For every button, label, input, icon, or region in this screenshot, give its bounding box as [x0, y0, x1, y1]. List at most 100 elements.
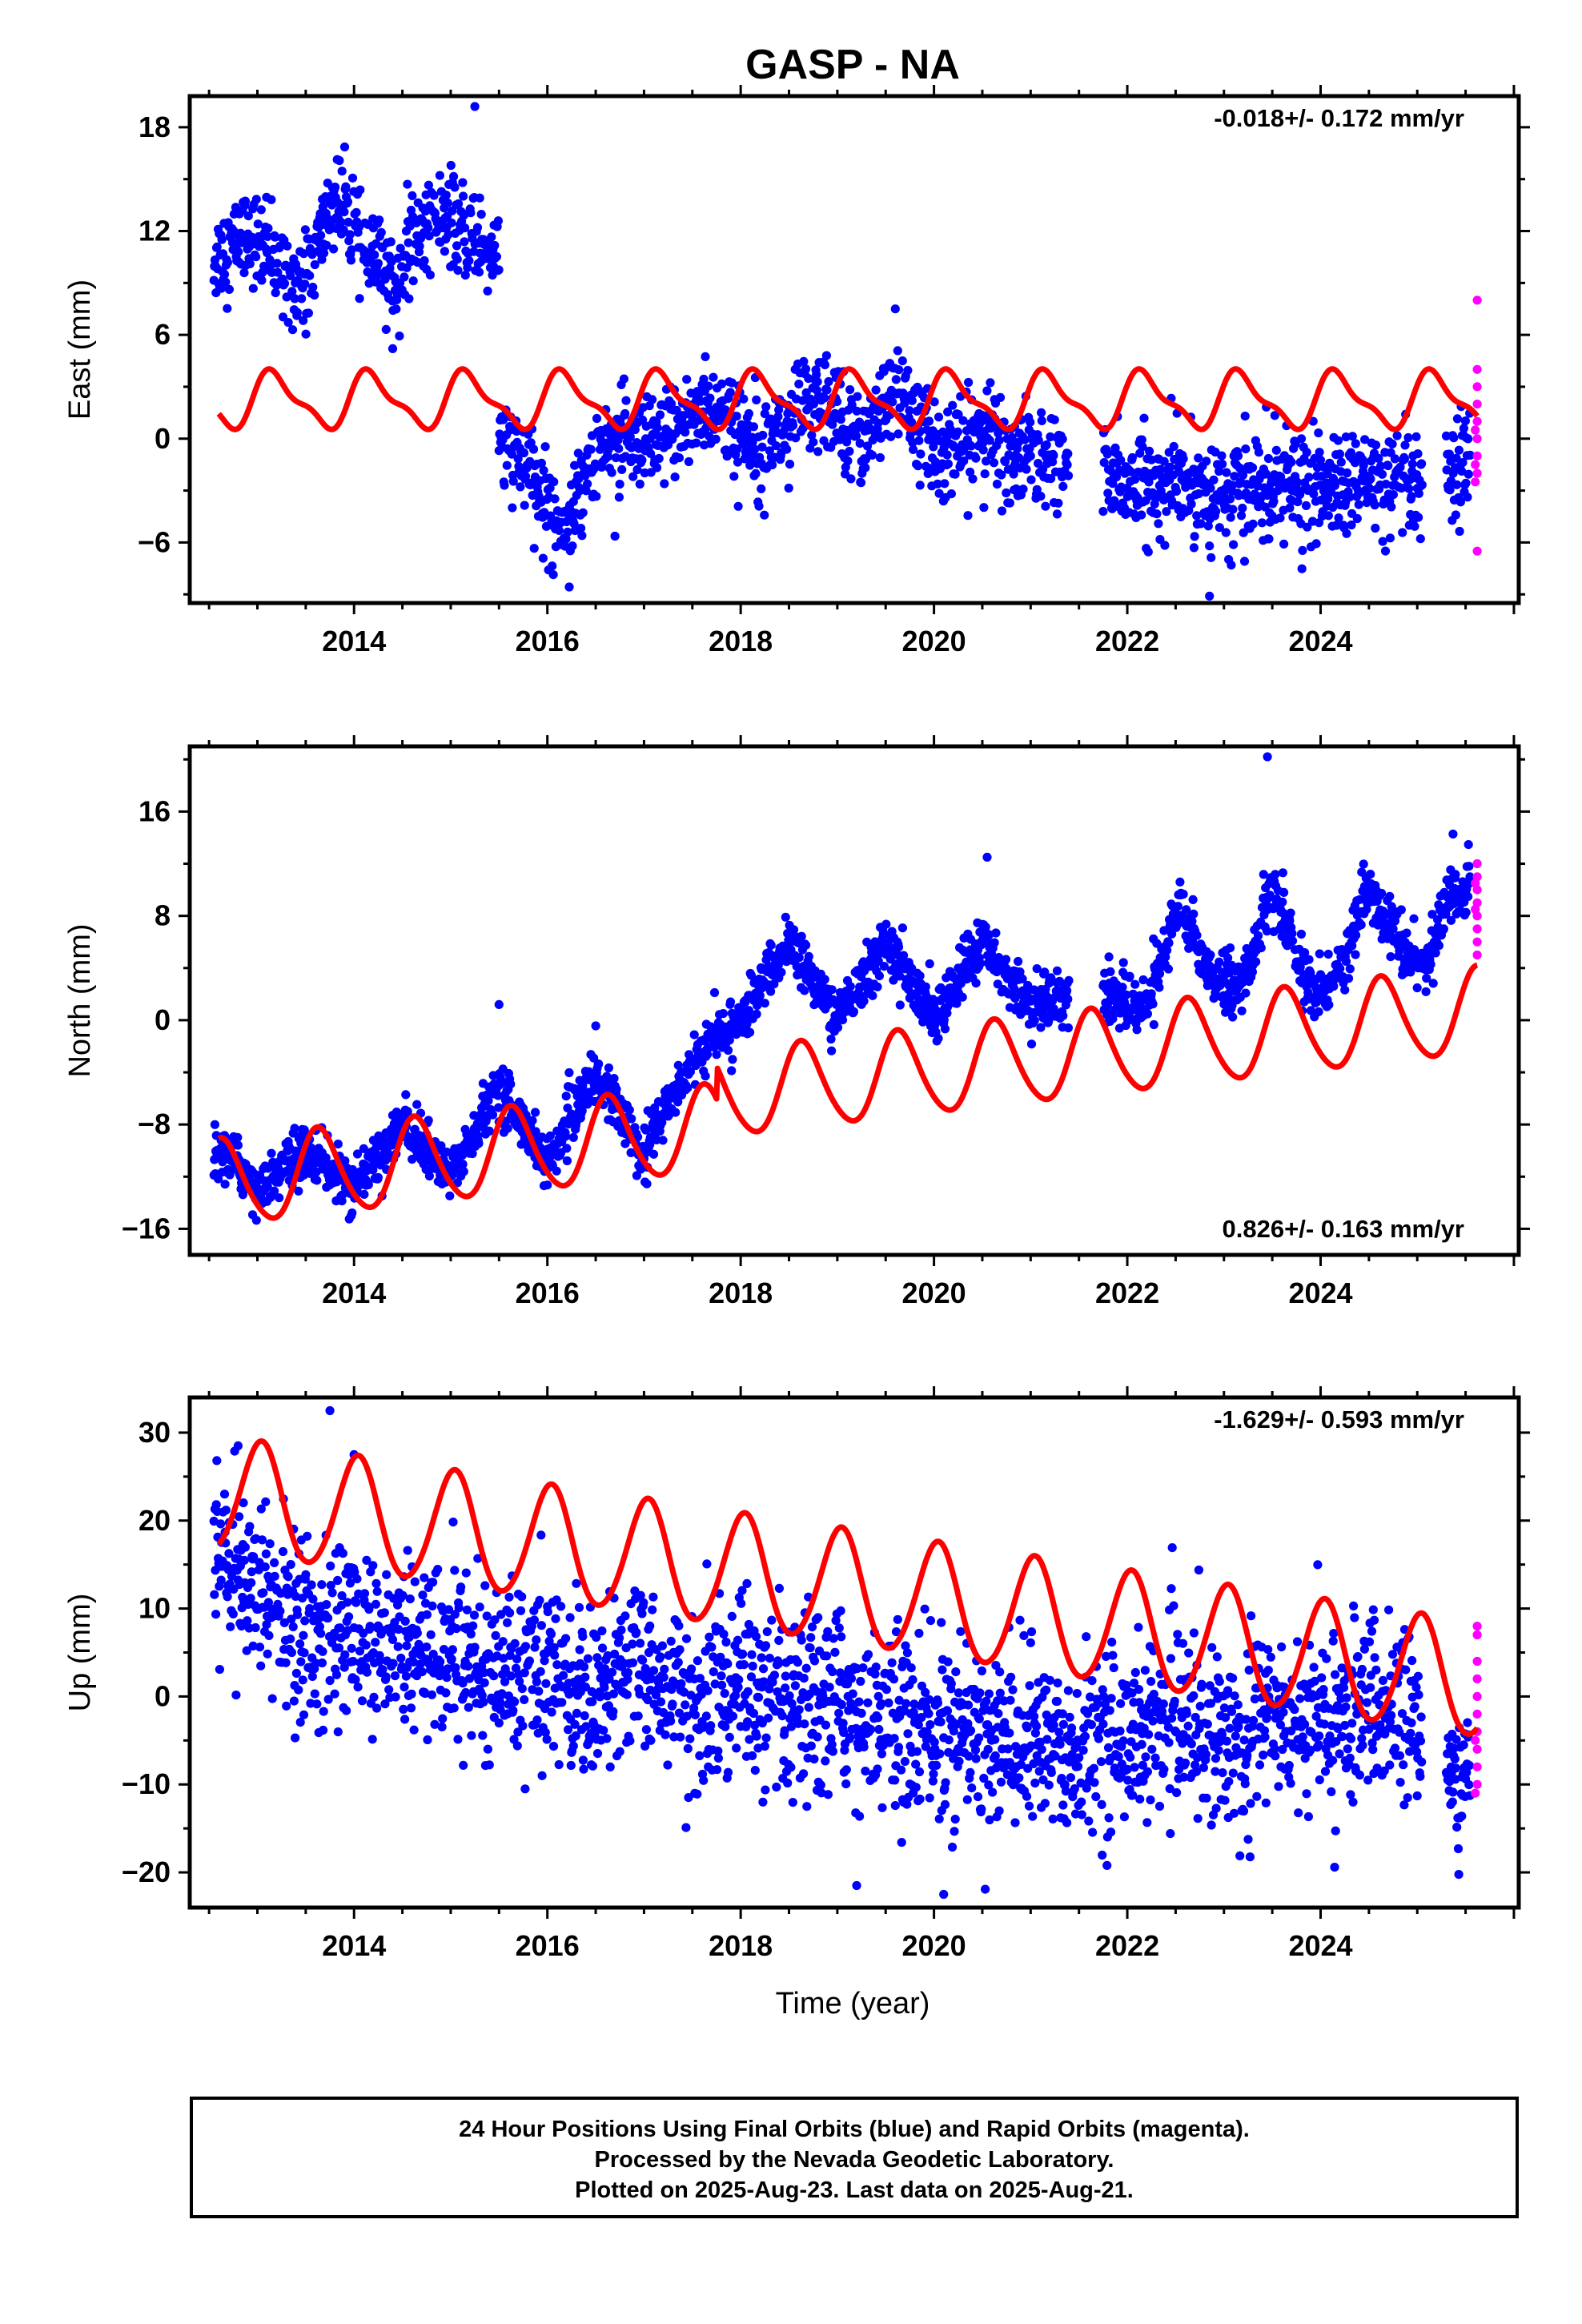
- final-orbit-point: [395, 332, 404, 341]
- final-orbit-point: [1122, 990, 1131, 999]
- final-orbit-point: [1300, 948, 1310, 958]
- final-orbit-point: [410, 1577, 420, 1586]
- final-orbit-point: [851, 431, 861, 441]
- final-orbit-point: [466, 208, 476, 218]
- final-orbit-point: [575, 486, 584, 496]
- final-orbit-point: [219, 1490, 230, 1499]
- final-orbit-point: [604, 1063, 614, 1073]
- final-orbit-point: [1464, 469, 1473, 479]
- final-orbit-point: [891, 375, 901, 384]
- final-orbit-point: [1240, 412, 1250, 421]
- final-orbit-point: [454, 1603, 464, 1613]
- final-orbit-point: [399, 1704, 408, 1714]
- final-orbit-point: [235, 1512, 244, 1522]
- final-orbit-point: [946, 489, 956, 499]
- final-orbit-point: [337, 167, 347, 176]
- final-orbit-point: [1228, 1012, 1238, 1022]
- final-orbit-point: [472, 223, 483, 232]
- final-orbit-point: [1203, 521, 1213, 531]
- final-orbit-point: [425, 270, 436, 279]
- final-orbit-point: [1215, 466, 1224, 476]
- final-orbit-point: [1465, 872, 1475, 882]
- x-tick-label: 2014: [322, 625, 386, 657]
- final-orbit-point: [437, 1722, 447, 1731]
- final-orbit-point: [483, 286, 492, 296]
- final-orbit-point: [488, 1110, 498, 1120]
- final-orbit-point: [257, 1535, 267, 1545]
- final-orbit-point: [283, 1572, 293, 1582]
- final-orbit-point: [531, 1108, 540, 1117]
- final-orbit-point: [1428, 979, 1438, 988]
- final-orbit-point: [660, 479, 669, 489]
- final-orbit-point: [794, 953, 804, 963]
- final-orbit-point: [752, 1009, 761, 1019]
- final-orbit-point: [408, 191, 417, 200]
- final-orbit-point: [538, 553, 548, 563]
- final-orbit-point: [1188, 895, 1198, 904]
- final-orbit-point: [283, 241, 292, 251]
- final-orbit-point: [632, 464, 642, 475]
- final-orbit-point: [1036, 1023, 1046, 1032]
- final-orbit-point: [1439, 924, 1448, 934]
- final-orbit-point: [503, 1618, 512, 1627]
- final-orbit-point: [390, 1671, 400, 1681]
- final-orbit-point: [391, 304, 401, 314]
- final-orbit-point: [234, 247, 243, 256]
- final-orbit-point: [1162, 507, 1171, 517]
- final-orbit-point: [1018, 485, 1028, 494]
- final-orbit-point: [263, 1649, 272, 1659]
- final-orbit-point: [1323, 494, 1333, 504]
- final-orbit-point: [1275, 513, 1285, 523]
- rapid-orbit-point: [1472, 434, 1482, 444]
- final-orbit-point: [1331, 521, 1341, 530]
- final-orbit-point: [801, 364, 811, 374]
- final-orbit-point: [750, 444, 760, 454]
- final-orbit-point: [322, 240, 331, 250]
- final-orbit-point: [549, 477, 559, 487]
- final-orbit-point: [347, 1208, 357, 1218]
- final-orbit-point: [336, 217, 346, 227]
- final-orbit-point: [1264, 534, 1274, 544]
- final-orbit-point: [217, 235, 227, 244]
- final-orbit-point: [240, 1542, 250, 1552]
- model-curve-east: [216, 366, 1480, 432]
- final-orbit-point: [846, 474, 856, 484]
- final-orbit-point: [403, 179, 412, 189]
- final-orbit-point: [760, 999, 769, 1008]
- final-orbit-point: [362, 1667, 372, 1677]
- final-orbit-point: [460, 223, 470, 233]
- final-orbit-point: [1174, 467, 1184, 477]
- final-orbit-point: [1052, 509, 1062, 519]
- final-orbit-point: [749, 422, 759, 432]
- final-orbit-point: [1239, 528, 1248, 537]
- final-orbit-point: [1152, 509, 1162, 519]
- final-orbit-point: [307, 1580, 316, 1590]
- final-orbit-point: [345, 230, 355, 239]
- final-orbit-point: [725, 388, 735, 397]
- final-orbit-point: [1374, 453, 1383, 464]
- final-orbit-point: [1270, 411, 1279, 420]
- y-axis-label-east: East (mm): [63, 279, 97, 420]
- final-orbit-point: [257, 275, 267, 285]
- final-orbit-point: [1063, 1023, 1073, 1033]
- final-orbit-point: [330, 1689, 339, 1699]
- final-orbit-point: [308, 283, 318, 292]
- final-orbit-point: [635, 479, 644, 489]
- final-orbit-point: [766, 987, 776, 996]
- final-orbit-point: [287, 1647, 296, 1658]
- final-orbit-point: [788, 420, 798, 430]
- final-orbit-point: [341, 182, 351, 191]
- final-orbit-point: [1444, 449, 1454, 459]
- final-orbit-point: [624, 1105, 634, 1115]
- final-orbit-point: [263, 223, 273, 233]
- rapid-orbit-point: [1472, 468, 1482, 478]
- final-orbit-point: [1233, 451, 1243, 460]
- final-orbit-point: [725, 997, 736, 1007]
- final-orbit-point: [448, 1645, 458, 1655]
- final-orbit-point: [428, 1578, 438, 1587]
- final-orbit-point: [1241, 988, 1251, 998]
- final-orbit-point: [323, 1613, 333, 1623]
- final-orbit-point: [1184, 943, 1194, 953]
- final-orbit-point: [1103, 489, 1113, 498]
